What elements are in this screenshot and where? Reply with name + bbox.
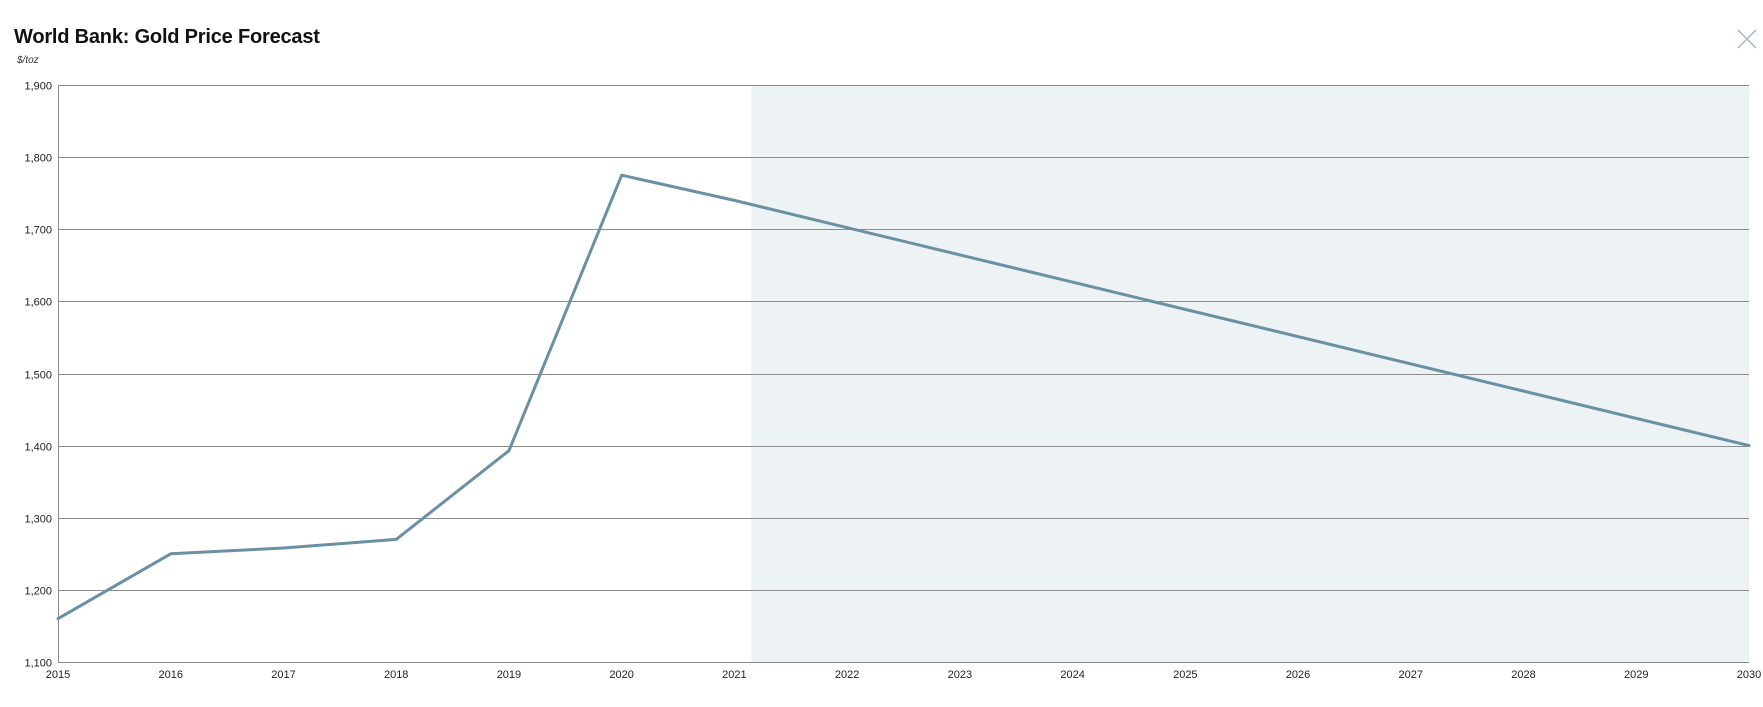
close-icon (1737, 29, 1757, 49)
x-tick-label-9: 2024 (1060, 669, 1084, 681)
x-tick-label-0: 2015 (46, 669, 70, 681)
x-tick-label-15: 2030 (1737, 669, 1761, 681)
y-tick-label-8: 1,900 (24, 81, 52, 93)
x-tick-label-2: 2017 (271, 669, 295, 681)
y-axis-unit-label: $/toz (17, 55, 39, 66)
chart-title: World Bank: Gold Price Forecast (14, 26, 320, 48)
x-tick-label-11: 2026 (1286, 669, 1310, 681)
y-tick-label-6: 1,700 (24, 225, 52, 237)
y-tick-label-2: 1,300 (24, 514, 52, 526)
x-tick-label-14: 2029 (1624, 669, 1648, 681)
x-tick-label-8: 2023 (948, 669, 972, 681)
y-tick-label-0: 1,100 (24, 658, 52, 670)
y-tick-label-7: 1,800 (24, 153, 52, 165)
close-button[interactable] (1735, 27, 1759, 51)
x-tick-label-7: 2022 (835, 669, 859, 681)
y-tick-label-4: 1,500 (24, 370, 52, 382)
series-line-0 (56, 173, 1751, 621)
x-tick-label-3: 2018 (384, 669, 408, 681)
x-tick-label-1: 2016 (158, 669, 182, 681)
x-tick-label-12: 2027 (1399, 669, 1423, 681)
forecast-shaded-region (751, 85, 1749, 662)
x-tick-label-4: 2019 (497, 669, 521, 681)
x-tick-label-13: 2028 (1511, 669, 1535, 681)
x-tick-label-5: 2020 (609, 669, 633, 681)
y-tick-label-3: 1,400 (24, 442, 52, 454)
x-tick-label-6: 2021 (722, 669, 746, 681)
y-tick-label-1: 1,200 (24, 586, 52, 598)
x-tick-label-10: 2025 (1173, 669, 1197, 681)
y-tick-label-5: 1,600 (24, 297, 52, 309)
